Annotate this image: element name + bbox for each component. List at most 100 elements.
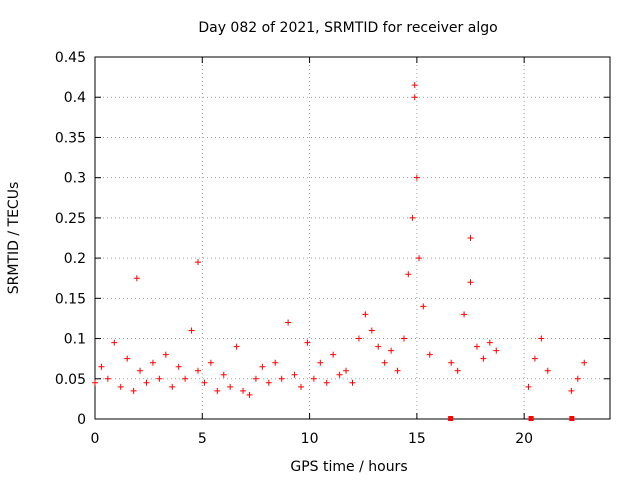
data-point (473, 343, 480, 350)
data-point (420, 303, 427, 310)
data-point (278, 375, 285, 382)
data-point (214, 387, 221, 394)
data-point (411, 94, 418, 101)
data-point (349, 379, 356, 386)
data-point (240, 387, 247, 394)
data-point (98, 363, 105, 370)
data-point (467, 279, 474, 286)
data-point (525, 383, 532, 390)
plot-frame (94, 56, 611, 420)
data-point (405, 271, 412, 278)
data-point (111, 339, 118, 346)
x-axis-ticks: 0 5 10 15 20 (91, 57, 533, 447)
data-point (336, 371, 343, 378)
data-point (117, 383, 124, 390)
data-point (130, 387, 137, 394)
data-point (362, 311, 369, 318)
zero-value-marker (569, 416, 575, 421)
data-point (544, 367, 551, 374)
y-tick-label: 0.25 (55, 211, 86, 227)
data-point (272, 359, 279, 366)
y-axis-label: SRMTID / TECUs (6, 182, 22, 295)
y-tick-label: 0.1 (64, 332, 86, 348)
data-point (330, 351, 337, 358)
data-point (259, 363, 266, 370)
data-point (426, 351, 433, 358)
data-point (143, 379, 150, 386)
data-point (355, 335, 362, 342)
data-point (188, 327, 195, 334)
data-point (581, 359, 588, 366)
y-tick-label: 0.45 (55, 50, 86, 66)
data-point (156, 375, 163, 382)
x-axis-label: GPS time / hours (290, 459, 407, 475)
data-point (252, 375, 259, 382)
data-point (227, 383, 234, 390)
y-tick-label: 0.05 (55, 372, 86, 388)
data-point (411, 82, 418, 89)
data-point (304, 339, 311, 346)
data-point (461, 311, 468, 318)
x-tick-label: 5 (198, 431, 207, 447)
data-point (375, 343, 382, 350)
data-point (169, 383, 176, 390)
data-points (92, 82, 588, 421)
data-point (568, 387, 575, 394)
data-point (388, 347, 395, 354)
data-point (574, 375, 581, 382)
data-point (480, 355, 487, 362)
data-point (323, 379, 330, 386)
data-point (220, 371, 227, 378)
y-tick-label: 0.35 (55, 130, 86, 146)
data-point (233, 343, 240, 350)
data-point (175, 363, 182, 370)
data-point (195, 367, 201, 374)
data-point (285, 319, 292, 326)
y-tick-label: 0 (77, 412, 86, 428)
data-point (133, 275, 140, 282)
zero-value-marker (528, 416, 534, 421)
x-tick-label: 0 (91, 431, 100, 447)
data-point (394, 367, 401, 374)
data-point (401, 335, 407, 342)
y-tick-label: 0.4 (64, 90, 86, 106)
data-point (310, 375, 317, 382)
data-point (298, 383, 304, 390)
data-point (291, 371, 298, 378)
data-point (201, 379, 208, 386)
y-tick-label: 0.2 (64, 251, 86, 267)
data-point (531, 355, 538, 362)
data-point (467, 235, 474, 241)
x-tick-label: 20 (515, 431, 533, 447)
chart-title: Day 082 of 2021, SRMTID for receiver alg… (198, 20, 497, 36)
data-point (182, 375, 189, 382)
data-point (413, 174, 420, 181)
x-tick-label: 15 (408, 431, 426, 447)
zero-value-marker (448, 416, 454, 421)
data-point (493, 347, 500, 354)
data-point (368, 327, 375, 334)
data-point (538, 335, 545, 342)
data-point (104, 375, 111, 382)
data-point (162, 351, 169, 358)
data-point (195, 259, 201, 266)
data-point (409, 214, 416, 221)
grid-lines (95, 57, 610, 419)
data-point (448, 359, 455, 366)
data-point (454, 367, 461, 374)
data-point (246, 391, 253, 398)
data-point (416, 255, 423, 262)
data-point (124, 355, 131, 362)
data-point (317, 359, 324, 366)
data-point (92, 379, 98, 386)
data-point (381, 359, 388, 366)
data-point (207, 359, 214, 366)
data-point (486, 339, 493, 346)
data-point (265, 379, 272, 386)
x-tick-label: 10 (301, 431, 319, 447)
data-point (149, 359, 156, 366)
data-point (137, 367, 144, 374)
y-axis-ticks: 0 0.05 0.1 0.15 0.2 0.25 0.3 0.35 0.4 0.45 (55, 50, 610, 428)
y-tick-label: 0.15 (55, 291, 86, 307)
